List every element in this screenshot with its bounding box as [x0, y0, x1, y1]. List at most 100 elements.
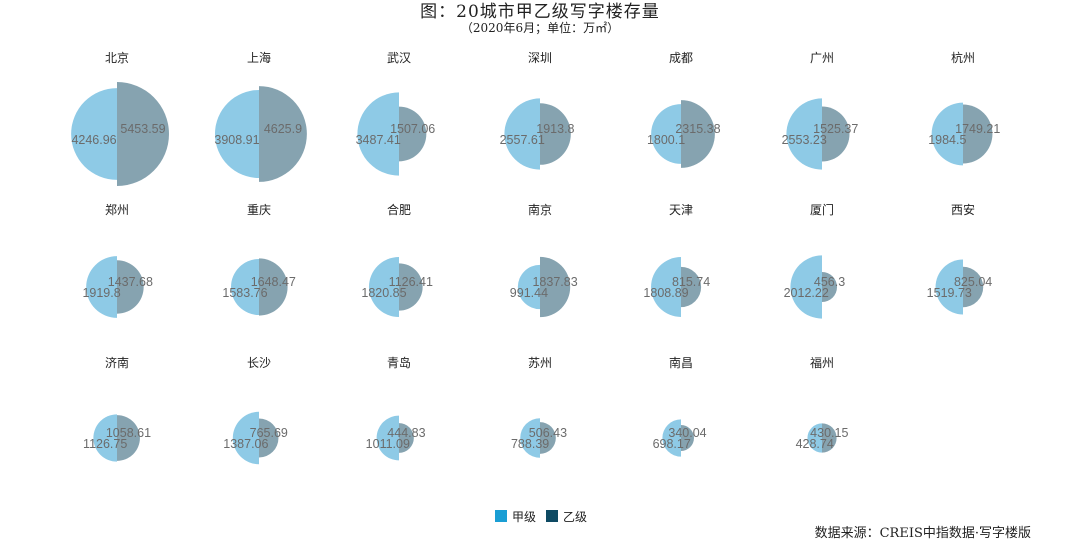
- grade-a-value-label: 1984.5: [928, 133, 966, 147]
- legend-item-grade-b: 乙级: [546, 508, 587, 525]
- grade-a-value-label: 698.17: [653, 437, 691, 451]
- grade-b-value-label: 1913.8: [536, 122, 574, 136]
- grade-b-value-label: 2315.38: [675, 122, 720, 136]
- city-label: 厦门: [810, 202, 834, 217]
- city-label: 成都: [669, 51, 693, 65]
- city-label: 深圳: [528, 51, 552, 65]
- grade-a-half-circle: [71, 88, 117, 180]
- grade-a-value-label: 1126.75: [83, 437, 127, 451]
- city-label: 长沙: [247, 356, 271, 370]
- grade-b-half-circle: [681, 100, 715, 168]
- city-label: 北京: [105, 51, 129, 65]
- grade-b-half-circle: [399, 106, 427, 162]
- grade-a-value-label: 1583.76: [222, 286, 267, 300]
- legend: 甲级 乙级: [495, 508, 597, 524]
- city-label: 青岛: [387, 355, 411, 370]
- city-label: 南京: [528, 202, 552, 217]
- grade-b-value-label: 1437.68: [108, 275, 153, 289]
- grade-b-value-label: 1126.41: [389, 275, 433, 289]
- grade-b-value-label: 340.04: [668, 426, 706, 440]
- grade-a-value-label: 1800.1: [647, 133, 685, 147]
- city-label: 西安: [951, 202, 975, 217]
- grade-b-half-circle: [259, 418, 279, 458]
- grade-a-half-circle: [935, 259, 963, 315]
- grade-b-half-circle: [540, 256, 571, 318]
- grade-b-value-label: 4625.9: [264, 122, 302, 136]
- city-label: 重庆: [247, 203, 271, 217]
- legend-item-grade-a: 甲级: [495, 508, 536, 525]
- grade-a-value-label: 3487.41: [356, 133, 401, 147]
- grade-b-half-circle: [117, 82, 169, 186]
- grade-a-value-label: 1808.89: [643, 286, 688, 300]
- grade-a-value-label: 4246.96: [71, 133, 116, 147]
- grade-a-half-circle: [931, 102, 964, 166]
- legend-label-grade-b: 乙级: [563, 509, 588, 524]
- city-label: 苏州: [528, 356, 552, 370]
- grade-b-value-label: 430.15: [810, 426, 848, 440]
- grade-a-value-label: 3908.91: [214, 133, 259, 147]
- grade-a-half-circle: [357, 92, 399, 176]
- grade-a-value-label: 428.74: [796, 437, 834, 451]
- city-label: 福州: [810, 355, 834, 370]
- grade-a-value-label: 1519.73: [927, 286, 972, 300]
- grade-a-value-label: 1387.06: [223, 437, 268, 451]
- legend-swatch-grade-b: [546, 510, 559, 522]
- city-label: 天津: [669, 203, 693, 217]
- grade-a-value-label: 1011.09: [366, 437, 410, 451]
- grade-a-value-label: 2012.22: [784, 286, 829, 300]
- city-group: 上海 3908.91 4625.9: [214, 50, 307, 182]
- grade-b-half-circle: [963, 266, 984, 308]
- grade-b-value-label: 825.04: [954, 275, 992, 289]
- grade-b-value-label: 444.83: [387, 426, 425, 440]
- grade-a-half-circle: [786, 98, 822, 170]
- city-group: 北京 4246.96 5453.59: [71, 51, 169, 186]
- legend-label-grade-a: 甲级: [512, 509, 537, 524]
- city-label: 杭州: [951, 50, 975, 65]
- grade-b-half-circle: [822, 423, 837, 453]
- grade-a-value-label: 1919.8: [82, 286, 120, 300]
- grade-b-value-label: 506.43: [529, 426, 567, 440]
- grade-b-value-label: 1507.06: [390, 122, 435, 136]
- grade-b-value-label: 1058.61: [106, 426, 151, 440]
- grade-b-half-circle: [822, 106, 850, 162]
- grade-a-value-label: 788.39: [511, 437, 549, 451]
- grade-a-value-label: 2553.23: [782, 133, 827, 147]
- city-label: 合肥: [387, 202, 411, 217]
- city-label: 郑州: [105, 202, 129, 217]
- grade-b-half-circle: [259, 258, 288, 316]
- grade-a-half-circle: [517, 264, 540, 310]
- grade-b-half-circle: [259, 86, 307, 182]
- grade-b-value-label: 1749.21: [955, 122, 1000, 136]
- grade-a-half-circle: [504, 98, 540, 170]
- grade-b-half-circle: [399, 263, 423, 311]
- grade-b-half-circle: [681, 266, 702, 308]
- grade-a-half-circle: [86, 256, 117, 318]
- city-label: 南昌: [669, 355, 693, 370]
- chart-subtitle: （2020年6月；单位：万㎡）: [460, 21, 620, 35]
- grade-a-value-label: 991.44: [510, 286, 548, 300]
- grade-a-half-circle: [651, 257, 681, 317]
- grade-b-value-label: 1525.37: [813, 122, 858, 136]
- grade-a-half-circle: [232, 411, 259, 465]
- grade-b-half-circle: [540, 103, 571, 165]
- grade-b-value-label: 765.69: [250, 426, 288, 440]
- city-label: 济南: [105, 355, 129, 370]
- grade-a-half-circle: [376, 415, 399, 461]
- grade-b-half-circle: [117, 260, 144, 314]
- grade-a-half-circle: [662, 419, 681, 457]
- grade-a-half-circle: [807, 423, 822, 453]
- grade-b-half-circle: [399, 423, 414, 453]
- grade-b-value-label: 1648.47: [251, 275, 296, 289]
